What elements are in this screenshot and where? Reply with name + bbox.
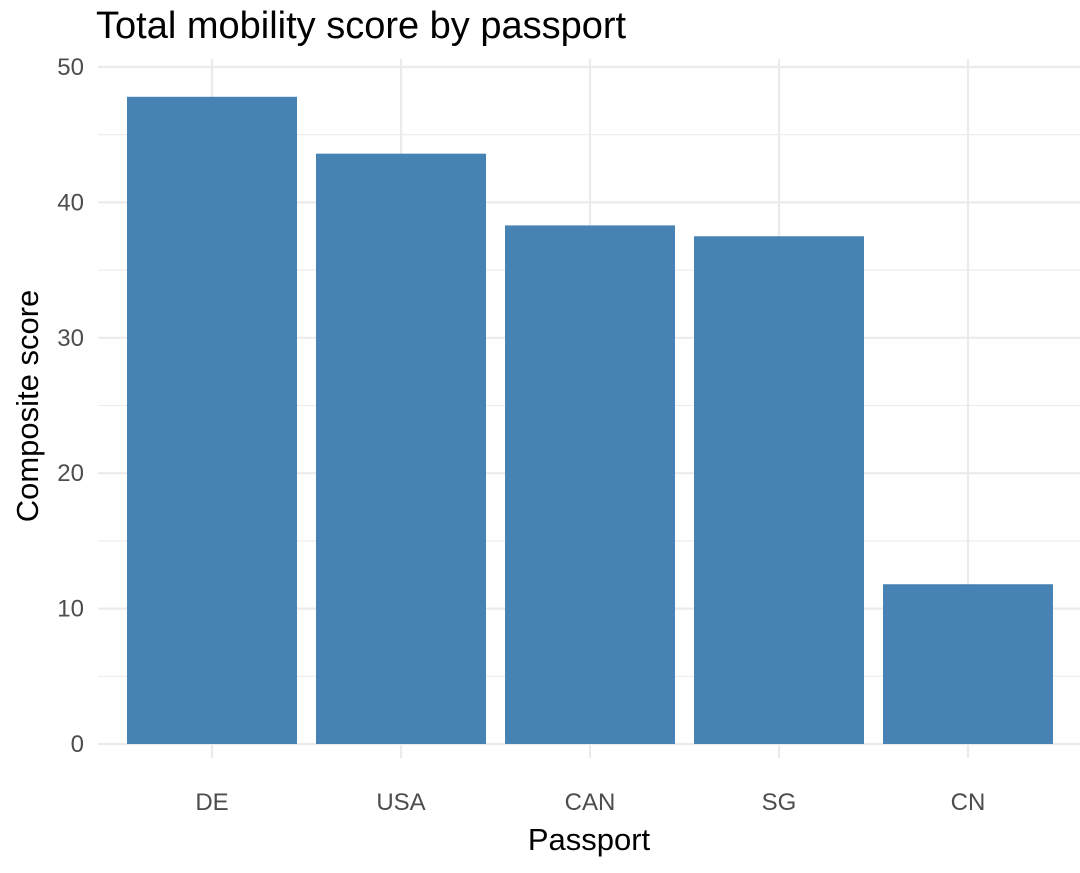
x-axis-tick-labels: DE USA CAN SG CN — [195, 789, 985, 816]
y-axis-tick-labels: 0 10 20 30 40 50 — [57, 54, 84, 758]
bar-usa — [316, 153, 486, 744]
chart-title: Total mobility score by passport — [96, 5, 627, 47]
y-tick-label: 20 — [57, 460, 84, 487]
bar-can — [505, 225, 675, 745]
bar-de — [127, 96, 297, 744]
x-tick-label-cn: CN — [951, 789, 986, 816]
x-tick-label-can: CAN — [565, 789, 616, 816]
x-tick-label-de: DE — [195, 789, 228, 816]
y-tick-label: 0 — [71, 731, 84, 758]
y-axis-title: Composite score — [10, 290, 45, 523]
x-axis-title: Passport — [528, 822, 651, 857]
bars — [127, 96, 1053, 745]
x-tick-label-sg: SG — [762, 789, 797, 816]
y-tick-label: 10 — [57, 596, 84, 623]
y-tick-label: 30 — [57, 325, 84, 352]
x-tick-label-usa: USA — [376, 789, 425, 816]
y-tick-label: 50 — [57, 54, 84, 81]
y-tick-label: 40 — [57, 189, 84, 216]
bar-cn — [883, 584, 1053, 744]
bar-sg — [694, 236, 864, 744]
